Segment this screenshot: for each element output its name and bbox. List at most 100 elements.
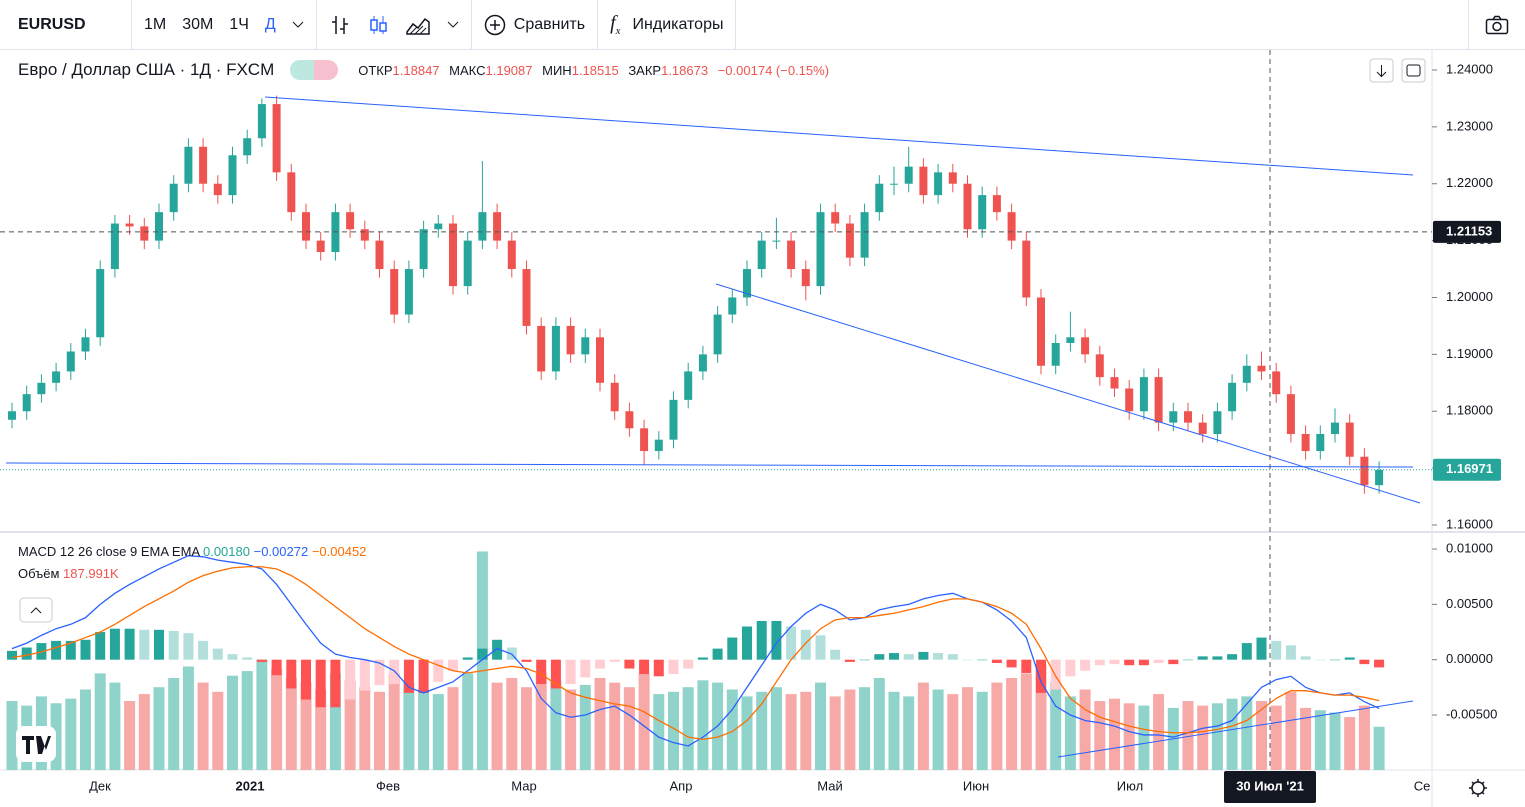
volume-title: Объём xyxy=(18,566,60,581)
histogram-bar xyxy=(859,659,870,661)
candle-body xyxy=(434,223,443,230)
histogram-bar xyxy=(21,647,32,660)
change: −0.00174 (−0.15%) xyxy=(717,62,830,78)
interval[interactable]: 1Ч xyxy=(229,15,249,33)
candles-icon[interactable] xyxy=(367,14,389,36)
horizontal-line[interactable] xyxy=(5,462,1414,468)
volume-bar xyxy=(271,668,283,770)
candle-body xyxy=(581,337,590,355)
histogram-bar xyxy=(345,659,356,700)
ohlc-value: 1.18515 xyxy=(571,62,619,78)
histogram-bar xyxy=(947,654,958,660)
toolbar: EURUSD 1М 30М 1Ч Д Сравнить fx Индикатор… xyxy=(0,0,1525,50)
histogram-bar xyxy=(242,657,253,660)
collapse-button[interactable] xyxy=(19,597,53,623)
interval[interactable]: 30М xyxy=(182,15,214,33)
legend: Евро / Доллар США · 1Д · FXCM ОТКР1.1884… xyxy=(18,60,835,80)
crosshair-date-box xyxy=(1224,771,1316,803)
histogram-bar xyxy=(977,659,988,661)
candle-body xyxy=(8,411,16,420)
volume-value: 187.991K xyxy=(63,566,119,581)
volume-bar xyxy=(800,691,812,770)
histogram-bar xyxy=(874,654,885,660)
bars-icon[interactable] xyxy=(329,14,351,36)
area-icon[interactable] xyxy=(405,14,431,36)
marks: 0.01000 0.00500 0.00000 -0.00500 1.24000 1.23… xyxy=(0,61,1501,803)
histogram-bar xyxy=(198,640,209,660)
x-tick-label: Апр xyxy=(670,778,693,793)
dropdown-icon[interactable] xyxy=(447,21,459,29)
x-tick-label: Дек xyxy=(89,778,111,793)
volume-bar xyxy=(785,694,797,770)
trend-line[interactable] xyxy=(1057,700,1414,758)
candle-body xyxy=(37,382,46,395)
snapshot[interactable] xyxy=(1468,0,1525,50)
histogram-bar xyxy=(227,654,238,660)
histogram-bar xyxy=(1359,659,1370,665)
candle-body xyxy=(875,183,884,213)
y-tick-label: 1.22000 xyxy=(1446,175,1493,190)
histogram-bar xyxy=(844,659,855,662)
candle-body xyxy=(787,240,796,270)
candle-body xyxy=(404,269,413,315)
histogram-bar xyxy=(315,659,326,708)
candle-body xyxy=(1110,377,1119,389)
candle-body xyxy=(640,428,649,452)
logo[interactable] xyxy=(16,726,56,762)
volume-bar xyxy=(1329,712,1341,770)
symbol[interactable]: EURUSD xyxy=(0,0,132,50)
macd-title: MACD 12 26 close 9 EMA EMA xyxy=(18,544,200,559)
volume-bar xyxy=(609,682,621,770)
compare[interactable]: Сравнить xyxy=(472,0,599,50)
dropdown-icon[interactable] xyxy=(292,21,304,29)
indicators[interactable]: fx Индикаторы xyxy=(598,0,737,50)
ohlc-value: 1.18847 xyxy=(392,62,440,78)
volume-bar xyxy=(1226,698,1238,770)
status-pill[interactable] xyxy=(290,60,339,80)
candle-body xyxy=(1198,422,1207,434)
histogram-bar xyxy=(95,632,106,660)
volume-bar xyxy=(94,673,106,770)
y-tick-label: 1.23000 xyxy=(1446,118,1493,133)
volume-bar xyxy=(756,691,768,770)
arrow-icon xyxy=(1376,65,1387,78)
volume-bar xyxy=(859,687,871,770)
volume-bar xyxy=(697,680,709,770)
trend-line[interactable] xyxy=(264,96,1414,176)
histogram-bar xyxy=(1183,659,1193,661)
volume-bar xyxy=(6,701,18,770)
volume-bar xyxy=(947,694,959,770)
y-tick-label: 0.01000 xyxy=(1446,540,1493,555)
volume-bar xyxy=(1285,691,1297,770)
y-tick-label: 0.00000 xyxy=(1446,651,1493,666)
chevron-icon xyxy=(30,607,42,614)
interval[interactable]: 1М xyxy=(144,15,167,33)
candle-body xyxy=(610,382,619,412)
histogram-bar xyxy=(742,626,752,660)
macd-legend: MACD 12 26 close 9 EMA EMA 0.00180 −0.00… xyxy=(18,541,366,563)
y-tick-label: -0.00500 xyxy=(1446,706,1497,721)
compare-label: Сравнить xyxy=(513,15,586,33)
volume-bar xyxy=(1373,726,1385,770)
volume-bar xyxy=(1211,703,1223,770)
volume-bar xyxy=(579,684,591,770)
reset-button[interactable] xyxy=(1401,58,1426,83)
settings-icon[interactable] xyxy=(1469,779,1487,797)
candle-body xyxy=(375,240,384,270)
candle-body xyxy=(772,240,781,242)
y-tick-label: 1.18000 xyxy=(1446,403,1493,418)
candle-body xyxy=(963,183,972,230)
candle-body xyxy=(390,269,399,315)
histogram-bar xyxy=(697,657,708,660)
ohlc: ОТКР1.18847 МАКС1.19087 МИН1.18515 ЗАКР1… xyxy=(358,63,835,78)
volume-bar xyxy=(388,673,400,770)
histogram-bar xyxy=(756,620,767,660)
volume-bar xyxy=(462,673,474,770)
histogram-bar xyxy=(786,626,797,660)
candle-body xyxy=(904,166,913,184)
histogram-bar xyxy=(1138,659,1149,666)
candle-body xyxy=(919,166,928,196)
interval[interactable]: Д xyxy=(264,15,276,33)
histogram-bar xyxy=(1241,643,1252,660)
volume-bar xyxy=(1109,698,1120,770)
